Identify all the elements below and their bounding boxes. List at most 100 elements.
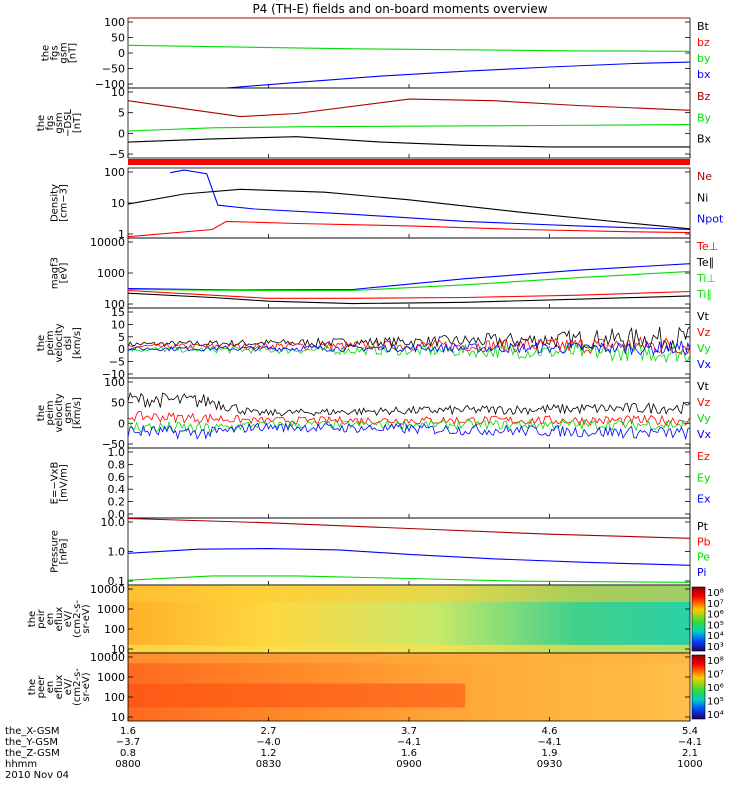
y-tick-label: 1000 bbox=[97, 671, 125, 684]
y-tick-label: 0.2 bbox=[108, 496, 126, 509]
y-axis-label: eV/ bbox=[63, 678, 74, 695]
colorbar-tick-label: 10⁴ bbox=[707, 631, 724, 642]
y-tick-label: 10 bbox=[111, 318, 125, 331]
spectrogram-band bbox=[128, 644, 690, 653]
legend-entry: Ti∥ bbox=[696, 288, 712, 301]
series-ti-line bbox=[127, 270, 691, 292]
legend-entry: Vy bbox=[697, 342, 711, 355]
y-tick-label: 10000 bbox=[90, 236, 125, 249]
ephemeris-value: 1.9 bbox=[542, 748, 558, 759]
ephemeris-value: 1000 bbox=[677, 759, 702, 770]
y-tick-label: 100 bbox=[104, 376, 125, 389]
y-axis-label: en bbox=[45, 613, 56, 626]
legend-entry: Pe bbox=[697, 551, 710, 564]
y-tick-label: 0.8 bbox=[108, 458, 126, 471]
legend-entry: Bz bbox=[697, 90, 711, 103]
series-ti-line bbox=[127, 263, 691, 291]
y-tick-label: 1.0 bbox=[108, 546, 126, 559]
y-axis-label: peim bbox=[45, 330, 56, 355]
y-tick-label: −50 bbox=[102, 63, 125, 76]
y-axis-label: [nT] bbox=[72, 113, 83, 133]
colorbar-tick-label: 10⁵ bbox=[707, 697, 724, 708]
legend-entry: Ey bbox=[697, 471, 711, 484]
y-axis-label: the bbox=[41, 45, 52, 61]
series-by-line bbox=[127, 124, 691, 132]
legend-entry: Te⊥ bbox=[696, 240, 718, 253]
legend-entry: By bbox=[697, 111, 712, 124]
y-axis-label: eflux bbox=[54, 607, 65, 632]
y-tick-label: 10 bbox=[111, 643, 125, 656]
y-axis-label: [nT] bbox=[68, 43, 79, 63]
y-axis-label: fgs bbox=[45, 115, 56, 130]
legend-entry: Vy bbox=[697, 412, 711, 425]
ephemeris-row-label: hhmm bbox=[5, 759, 37, 770]
series-vy-line bbox=[127, 342, 691, 364]
y-axis-label: peer bbox=[36, 675, 47, 699]
date-label: 2010 Nov 04 bbox=[5, 770, 69, 781]
legend-entry: Ez bbox=[697, 450, 710, 463]
panels-group: 100500−50−100thefgsgsm[nT]Btbzbybx1050−5… bbox=[27, 16, 724, 724]
ephemeris-value: 1.2 bbox=[261, 748, 277, 759]
panel-10: 10⁸ 10⁷ 10⁶ 10⁵ 10⁴ 10000 1000 100 10 thepeerenef… bbox=[27, 651, 724, 724]
ephemeris-value: 5.4 bbox=[682, 726, 698, 737]
colorbar-tick-label: 10⁷ bbox=[707, 599, 724, 610]
y-tick-label: 10000 bbox=[90, 583, 125, 596]
y-tick-label: −10 bbox=[102, 368, 125, 381]
series-ni-line bbox=[127, 188, 691, 230]
y-axis-label: peim bbox=[45, 400, 56, 425]
ephemeris-value: 2.1 bbox=[682, 748, 698, 759]
colorbar-tick-label: 10⁶ bbox=[707, 610, 724, 621]
y-axis-label: [nPa] bbox=[59, 538, 70, 564]
legend-entry: Bt bbox=[697, 20, 710, 33]
y-axis-label: [km/s] bbox=[72, 397, 83, 429]
series-bx-line bbox=[226, 61, 691, 89]
y-tick-label: 100 bbox=[104, 298, 125, 311]
y-axis-label: −DSL bbox=[63, 109, 74, 137]
y-tick-label: 1.0 bbox=[108, 446, 126, 459]
y-axis-label: [cm−3] bbox=[59, 184, 70, 222]
y-tick-label: 10 bbox=[111, 197, 125, 210]
series-pi-line bbox=[127, 548, 691, 566]
panel-frame bbox=[127, 377, 691, 449]
ephemeris-value: 2.7 bbox=[261, 726, 277, 737]
series-vt-line bbox=[127, 326, 691, 351]
legend-entry: Te∥ bbox=[696, 256, 714, 269]
y-tick-label: 10 bbox=[111, 711, 125, 724]
legend-entry: Pi bbox=[697, 566, 706, 579]
y-tick-label: 0.6 bbox=[108, 471, 126, 484]
series-npot-line bbox=[170, 169, 691, 231]
y-tick-label: 1000 bbox=[97, 603, 125, 616]
ephemeris-value: 0800 bbox=[115, 759, 140, 770]
series-vx-line bbox=[127, 340, 691, 356]
series-bz-line bbox=[127, 98, 691, 118]
y-axis-label: velocity bbox=[54, 393, 65, 432]
y-axis-label: eflux bbox=[54, 675, 65, 700]
y-axis-label: the bbox=[36, 405, 47, 421]
y-axis-label: dsl bbox=[63, 336, 74, 350]
colorbar-tick-label: 10⁸ bbox=[707, 588, 724, 599]
ephemeris-value: −4.1 bbox=[397, 737, 421, 748]
series-vt-line bbox=[127, 391, 691, 417]
y-axis-label: [km/s] bbox=[72, 327, 83, 359]
legend-entry: Npot bbox=[697, 213, 724, 226]
y-axis-label: sr-eV) bbox=[81, 672, 92, 701]
y-axis-label: en bbox=[45, 681, 56, 694]
y-tick-label: 1000 bbox=[97, 267, 125, 280]
y-tick-label: 10000 bbox=[90, 651, 125, 664]
ephemeris-value: 4.6 bbox=[542, 726, 558, 737]
legend-entry: by bbox=[697, 52, 711, 65]
colorbar-tick-label: 10⁵ bbox=[707, 620, 724, 631]
panel-frame bbox=[127, 447, 691, 519]
y-axis-label: the bbox=[27, 679, 38, 695]
legend-entry: Pb bbox=[697, 535, 711, 548]
panel-7: 1.00.80.60.40.20.0 E=−VxB[mV/m] Ez Ey Ex bbox=[50, 446, 711, 521]
legend-entry: Vt bbox=[697, 310, 710, 323]
colorbar bbox=[691, 654, 706, 720]
series-pe-line bbox=[127, 575, 691, 583]
y-tick-label: 100 bbox=[104, 623, 125, 636]
colorbar-tick-label: 10⁶ bbox=[707, 683, 724, 694]
y-axis-label: gsm bbox=[63, 402, 74, 423]
